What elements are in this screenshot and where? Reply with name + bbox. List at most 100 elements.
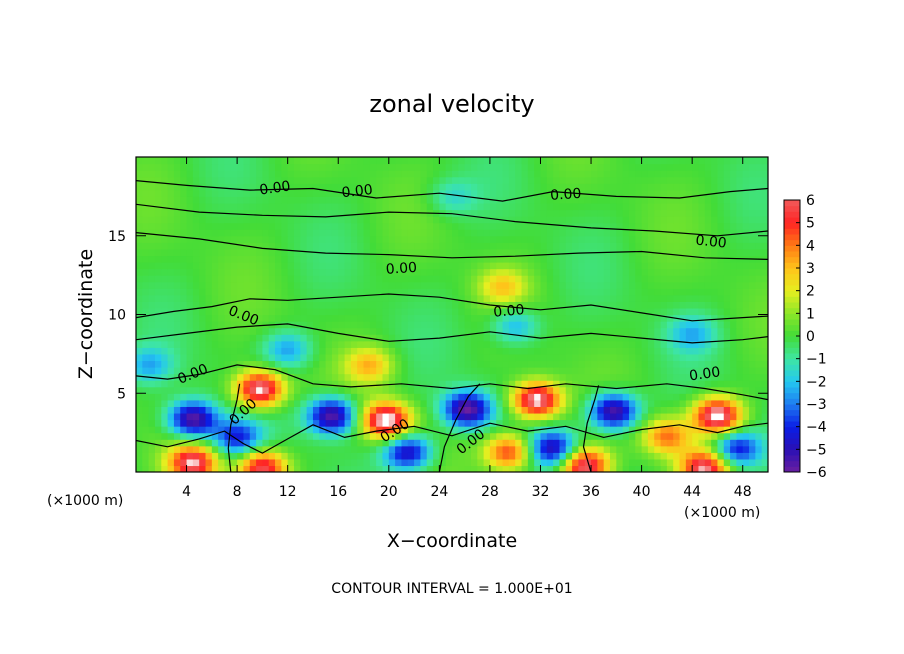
- field-cell: [704, 321, 712, 329]
- field-cell: [218, 170, 226, 178]
- field-cell: [723, 189, 731, 197]
- field-cell: [559, 353, 567, 362]
- field-cell: [407, 301, 415, 309]
- field-cell: [641, 353, 649, 362]
- field-cell: [401, 216, 409, 224]
- field-cell: [218, 176, 226, 184]
- field-cell: [338, 242, 346, 250]
- field-cell: [136, 367, 143, 375]
- field-cell: [445, 202, 453, 211]
- field-cell: [641, 327, 649, 335]
- field-cell: [294, 380, 301, 388]
- field-cell: [357, 307, 365, 316]
- field-cell: [173, 275, 181, 283]
- field-cell: [464, 452, 472, 460]
- field-cell: [565, 314, 573, 322]
- field-cell: [452, 222, 459, 230]
- field-cell: [496, 445, 504, 453]
- field-cell: [527, 373, 535, 381]
- field-cell: [483, 334, 491, 342]
- field-cell: [496, 353, 504, 362]
- field-cell: [414, 307, 421, 316]
- field-cell: [186, 288, 194, 296]
- field-cell: [167, 380, 175, 388]
- field-cell: [452, 294, 459, 302]
- field-cell: [477, 229, 485, 237]
- field-cell: [622, 439, 630, 447]
- field-cell: [502, 235, 510, 243]
- field-cell: [281, 406, 289, 414]
- field-cell: [578, 373, 586, 381]
- field-cell: [401, 202, 409, 211]
- field-cell: [439, 248, 447, 257]
- field-cell: [211, 327, 219, 335]
- field-cell: [546, 209, 554, 217]
- field-cell: [685, 216, 693, 224]
- field-cell: [540, 288, 548, 296]
- field-cell: [407, 419, 415, 427]
- field-cell: [414, 268, 421, 276]
- field-cell: [591, 268, 598, 276]
- field-cell: [489, 426, 497, 434]
- field-cell: [350, 321, 358, 329]
- field-cell: [496, 452, 504, 460]
- field-cell: [294, 386, 301, 394]
- field-cell: [414, 196, 421, 204]
- field-cell: [755, 386, 763, 394]
- field-cell: [287, 340, 295, 348]
- field-cell: [414, 235, 421, 243]
- field-cell: [666, 367, 674, 375]
- colorbar-cell: [784, 200, 800, 207]
- field-cell: [167, 183, 175, 191]
- colorbar-cell: [784, 466, 800, 473]
- field-cell: [742, 399, 750, 407]
- field-cell: [407, 445, 415, 453]
- field-cell: [344, 380, 352, 388]
- field-cell: [338, 281, 346, 289]
- field-cell: [426, 255, 434, 263]
- field-cell: [679, 163, 687, 171]
- field-cell: [331, 294, 339, 302]
- field-cell: [312, 157, 320, 165]
- field-cell: [167, 294, 175, 302]
- field-cell: [420, 432, 428, 440]
- field-cell: [357, 367, 365, 375]
- field-cell: [224, 367, 232, 375]
- field-cell: [344, 281, 352, 289]
- field-cell: [319, 439, 327, 447]
- field-cell: [211, 393, 219, 401]
- field-cell: [521, 157, 529, 165]
- field-cell: [344, 340, 352, 348]
- field-cell: [698, 327, 706, 335]
- field-cell: [698, 314, 706, 322]
- field-cell: [414, 262, 421, 270]
- field-cell: [578, 426, 586, 434]
- field-cell: [382, 294, 390, 302]
- field-cell: [369, 380, 377, 388]
- field-cell: [685, 334, 693, 342]
- field-cell: [192, 452, 200, 460]
- field-cell: [205, 360, 213, 368]
- field-cell: [736, 275, 744, 283]
- field-cell: [211, 307, 219, 316]
- field-cell: [136, 465, 143, 472]
- field-cell: [433, 157, 440, 165]
- field-cell: [698, 367, 706, 375]
- field-cell: [704, 294, 712, 302]
- field-cell: [426, 360, 434, 368]
- field-cell: [382, 412, 390, 421]
- field-cell: [654, 268, 662, 276]
- field-cell: [338, 439, 346, 447]
- field-cell: [445, 301, 453, 309]
- field-cell: [717, 432, 725, 440]
- field-cell: [603, 360, 611, 368]
- field-cell: [294, 268, 301, 276]
- field-cell: [407, 452, 415, 460]
- field-cell: [312, 275, 320, 283]
- field-cell: [477, 202, 485, 211]
- field-cell: [376, 327, 384, 335]
- field-cell: [578, 301, 586, 309]
- field-cell: [540, 419, 548, 427]
- field-cell: [616, 432, 624, 440]
- field-cell: [483, 222, 491, 230]
